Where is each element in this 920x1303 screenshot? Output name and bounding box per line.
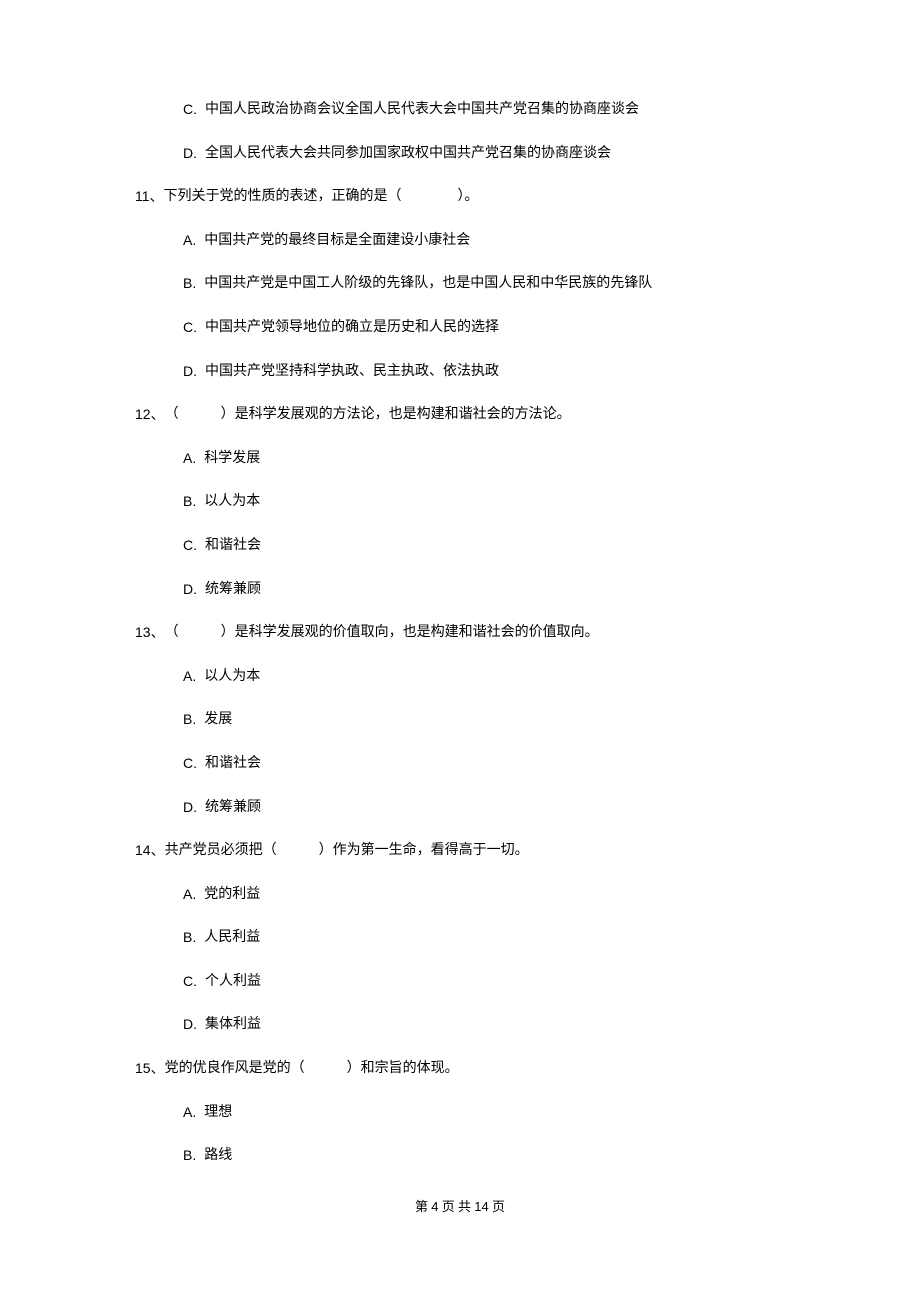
question-text: （ ）是科学发展观的价值取向，也是构建和谐社会的价值取向。 bbox=[165, 623, 599, 643]
option-text: 路线 bbox=[204, 1146, 232, 1166]
option-text: 以人为本 bbox=[204, 492, 260, 512]
footer-total-pages: 14 bbox=[474, 1199, 488, 1214]
option-letter: B. bbox=[183, 928, 196, 948]
question-number: 13、 bbox=[135, 623, 165, 643]
footer-current-page: 4 bbox=[431, 1199, 438, 1214]
option-text: 中国人民政治协商会议全国人民代表大会中国共产党召集的协商座谈会 bbox=[205, 100, 639, 120]
page-footer: 第 4 页 共 14 页 bbox=[135, 1196, 785, 1215]
footer-prefix: 第 bbox=[415, 1199, 431, 1214]
option-row: D. 全国人民代表大会共同参加国家政权中国共产党召集的协商座谈会 bbox=[135, 144, 785, 164]
option-text: 中国共产党是中国工人阶级的先锋队，也是中国人民和中华民族的先锋队 bbox=[204, 274, 652, 294]
option-row: B. 发展 bbox=[135, 710, 785, 730]
option-text: 以人为本 bbox=[204, 667, 260, 687]
option-row: C. 中国人民政治协商会议全国人民代表大会中国共产党召集的协商座谈会 bbox=[135, 100, 785, 120]
option-text: 党的利益 bbox=[204, 885, 260, 905]
option-row: C. 中国共产党领导地位的确立是历史和人民的选择 bbox=[135, 318, 785, 338]
question-number: 12、 bbox=[135, 405, 165, 425]
option-row: D. 集体利益 bbox=[135, 1015, 785, 1035]
option-letter: D. bbox=[183, 1015, 197, 1035]
question-text: 党的优良作风是党的（ ）和宗旨的体现。 bbox=[165, 1059, 459, 1079]
option-row: D. 统筹兼顾 bbox=[135, 798, 785, 818]
option-row: A. 以人为本 bbox=[135, 667, 785, 687]
question-text: 下列关于党的性质的表述，正确的是（ ）。 bbox=[164, 187, 479, 207]
option-text: 理想 bbox=[204, 1103, 232, 1123]
option-letter: B. bbox=[183, 710, 196, 730]
option-text: 人民利益 bbox=[204, 928, 260, 948]
question-text: （ ）是科学发展观的方法论，也是构建和谐社会的方法论。 bbox=[165, 405, 571, 425]
question-row: 12、 （ ）是科学发展观的方法论，也是构建和谐社会的方法论。 bbox=[135, 405, 785, 425]
option-letter: B. bbox=[183, 1146, 196, 1166]
option-text: 中国共产党的最终目标是全面建设小康社会 bbox=[204, 231, 470, 251]
option-letter: D. bbox=[183, 580, 197, 600]
document-page: C. 中国人民政治协商会议全国人民代表大会中国共产党召集的协商座谈会 D. 全国… bbox=[0, 0, 920, 1245]
option-letter: B. bbox=[183, 274, 196, 294]
question-row: 15、 党的优良作风是党的（ ）和宗旨的体现。 bbox=[135, 1059, 785, 1079]
option-row: A. 理想 bbox=[135, 1103, 785, 1123]
option-text: 和谐社会 bbox=[205, 536, 261, 556]
question-row: 14、 共产党员必须把（ ）作为第一生命，看得高于一切。 bbox=[135, 841, 785, 861]
option-letter: B. bbox=[183, 492, 196, 512]
option-text: 集体利益 bbox=[205, 1015, 261, 1035]
option-letter: A. bbox=[183, 885, 196, 905]
question-number: 14、 bbox=[135, 841, 165, 861]
option-letter: C. bbox=[183, 318, 197, 338]
option-row: B. 中国共产党是中国工人阶级的先锋队，也是中国人民和中华民族的先锋队 bbox=[135, 274, 785, 294]
question-number: 15、 bbox=[135, 1059, 165, 1079]
option-letter: C. bbox=[183, 972, 197, 992]
option-text: 中国共产党坚持科学执政、民主执政、依法执政 bbox=[205, 362, 499, 382]
option-text: 中国共产党领导地位的确立是历史和人民的选择 bbox=[205, 318, 499, 338]
option-text: 发展 bbox=[204, 710, 232, 730]
option-row: A. 科学发展 bbox=[135, 449, 785, 469]
option-row: A. 中国共产党的最终目标是全面建设小康社会 bbox=[135, 231, 785, 251]
option-text: 个人利益 bbox=[205, 972, 261, 992]
question-row: 13、 （ ）是科学发展观的价值取向，也是构建和谐社会的价值取向。 bbox=[135, 623, 785, 643]
option-letter: A. bbox=[183, 449, 196, 469]
option-letter: D. bbox=[183, 144, 197, 164]
option-letter: C. bbox=[183, 754, 197, 774]
option-letter: D. bbox=[183, 362, 197, 382]
option-text: 科学发展 bbox=[204, 449, 260, 469]
option-row: C. 和谐社会 bbox=[135, 536, 785, 556]
option-letter: C. bbox=[183, 536, 197, 556]
question-number: 11、 bbox=[135, 187, 164, 207]
option-letter: C. bbox=[183, 100, 197, 120]
option-row: D. 统筹兼顾 bbox=[135, 580, 785, 600]
option-row: A. 党的利益 bbox=[135, 885, 785, 905]
option-row: C. 和谐社会 bbox=[135, 754, 785, 774]
footer-mid: 页 共 bbox=[439, 1199, 475, 1214]
option-text: 统筹兼顾 bbox=[205, 798, 261, 818]
option-text: 和谐社会 bbox=[205, 754, 261, 774]
option-letter: D. bbox=[183, 798, 197, 818]
option-letter: A. bbox=[183, 231, 196, 251]
option-row: B. 路线 bbox=[135, 1146, 785, 1166]
question-row: 11、 下列关于党的性质的表述，正确的是（ ）。 bbox=[135, 187, 785, 207]
option-letter: A. bbox=[183, 1103, 196, 1123]
option-row: B. 人民利益 bbox=[135, 928, 785, 948]
option-row: C. 个人利益 bbox=[135, 972, 785, 992]
option-row: D. 中国共产党坚持科学执政、民主执政、依法执政 bbox=[135, 362, 785, 382]
option-text: 统筹兼顾 bbox=[205, 580, 261, 600]
option-row: B. 以人为本 bbox=[135, 492, 785, 512]
footer-suffix: 页 bbox=[489, 1199, 505, 1214]
option-letter: A. bbox=[183, 667, 196, 687]
option-text: 全国人民代表大会共同参加国家政权中国共产党召集的协商座谈会 bbox=[205, 144, 611, 164]
question-text: 共产党员必须把（ ）作为第一生命，看得高于一切。 bbox=[165, 841, 529, 861]
